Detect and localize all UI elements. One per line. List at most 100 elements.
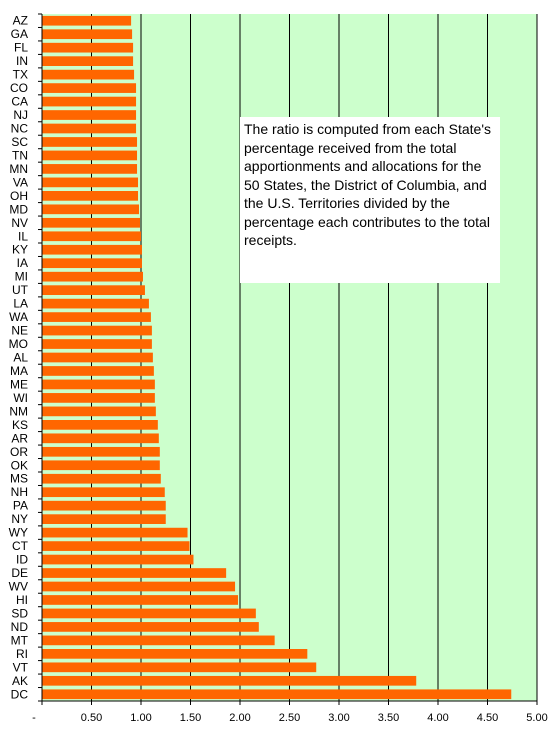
y-category-label: AR [11,431,28,445]
x-tick-label: 3.00 [328,712,349,724]
y-category-label: KY [12,243,28,257]
y-category-label: IA [17,256,28,270]
y-category-label: HI [16,593,28,607]
bar [42,460,160,471]
y-category-label: FL [14,41,28,55]
y-category-label: ID [16,553,28,567]
bar [42,662,317,673]
x-tick-label: 1.50 [180,712,201,724]
y-category-label: IN [16,54,28,68]
y-category-label: NJ [13,108,28,122]
bar [42,500,166,511]
bar [42,352,153,363]
y-category-label: TX [13,68,28,82]
y-category-label: WI [13,391,28,405]
bar [42,69,135,80]
bar [42,339,152,349]
bar [42,581,236,592]
y-category-label: ME [10,377,28,391]
bar [42,312,151,322]
y-category-label: WY [9,526,28,540]
bar [42,137,138,147]
bar [42,271,143,282]
y-axis-labels: AZGAFLINTXCOCANJNCSCTNMNVAOHMDNVILKYIAMI… [9,14,29,702]
bars [42,15,512,700]
bar [42,285,145,295]
y-category-label: KS [12,418,28,432]
bar [42,110,137,120]
axes [38,13,538,705]
bar [42,177,139,188]
bar [42,473,161,484]
y-category-label: WV [9,580,28,594]
bar [42,83,137,93]
y-category-label: MI [15,270,28,284]
bar [42,244,142,255]
y-category-label: GA [11,27,28,41]
bar [42,258,142,269]
bar [42,231,141,242]
y-category-label: PA [13,499,28,513]
bar [42,164,138,174]
bar [42,689,512,700]
y-category-label: VT [13,660,29,674]
bar [42,568,227,578]
bar [42,204,140,215]
x-tick-label: 2.50 [279,712,300,724]
bar [42,123,137,134]
y-category-label: AK [12,674,28,688]
y-category-label: VA [13,175,28,189]
y-category-label: NM [9,404,28,418]
bar [42,366,154,376]
bar [42,675,417,686]
y-category-label: OR [10,445,28,459]
y-category-label: MA [10,364,28,378]
y-category-label: ND [11,620,29,634]
bar [42,217,141,228]
y-category-label: NV [11,216,28,230]
bar [42,487,165,498]
y-category-label: UT [12,283,29,297]
y-category-label: LA [13,297,28,311]
bar [42,325,152,336]
bar [42,527,188,538]
bar [42,595,239,605]
y-category-label: CO [10,81,28,95]
y-category-label: MN [9,162,28,176]
y-category-label: TN [12,148,28,162]
bar [42,15,132,26]
x-tick-label: 2.00 [229,712,250,724]
y-category-label: NH [11,485,28,499]
x-axis-labels: - 0.50 1.00 1.50 2.00 2.50 3.00 3.50 4.00 4.50 5.0… [32,712,548,724]
y-category-label: NY [11,512,28,526]
bar [42,29,133,40]
y-category-label: RI [16,647,28,661]
y-category-label: WA [9,310,28,324]
bar [42,554,194,565]
bar [42,514,166,524]
bar [42,298,149,309]
ratio-explanation-note: The ratio is computed from each State's … [240,117,500,283]
y-category-label: OK [11,458,28,472]
y-category-label: MD [9,202,28,216]
y-category-label: MS [10,472,28,486]
bar [42,622,259,632]
bar [42,96,137,107]
x-tick-label: - [32,712,36,724]
y-category-label: NE [11,324,28,338]
bar [42,446,160,457]
x-tick-label: 1.00 [130,712,151,724]
bar [42,433,159,444]
y-category-label: NC [11,122,29,136]
y-category-label: DC [11,687,29,701]
x-tick-label: 4.50 [477,712,498,724]
y-category-label: SD [11,606,28,620]
y-category-label: SC [11,135,28,149]
bar [42,56,134,66]
y-category-label: MT [11,633,29,647]
y-category-label: IL [18,229,28,243]
y-category-label: AL [13,351,28,365]
x-tick-label: 5.00 [526,712,547,724]
y-category-label: MO [9,337,28,351]
